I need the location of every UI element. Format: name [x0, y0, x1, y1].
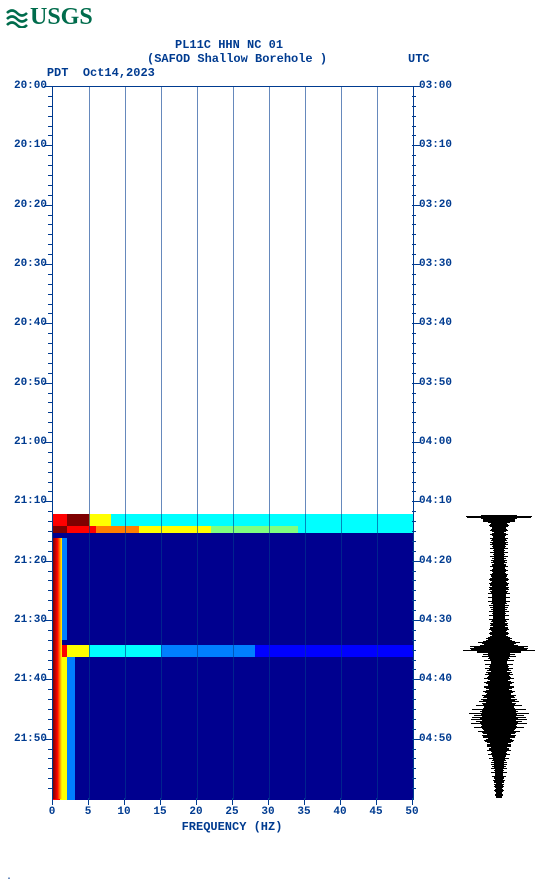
usgs-wave-icon — [6, 6, 28, 28]
y-left-tick-label: 20:50 — [3, 377, 47, 389]
x-axis-title: FREQUENCY (HZ) — [182, 820, 283, 834]
x-tick-label: 35 — [297, 806, 310, 818]
x-tick-label: 25 — [225, 806, 238, 818]
page: { "logo": { "text": "USGS", "color": "#0… — [0, 0, 552, 893]
y-right-tick-label: 04:00 — [419, 436, 452, 448]
x-tick-label: 0 — [49, 806, 56, 818]
tz-right-label: UTC — [408, 52, 430, 66]
x-tick-label: 45 — [369, 806, 382, 818]
x-tick-label: 5 — [85, 806, 92, 818]
y-left-tick-label: 21:30 — [3, 614, 47, 626]
x-tick-label: 20 — [189, 806, 202, 818]
spectrogram-plot — [52, 86, 414, 800]
y-left-tick-label: 21:00 — [3, 436, 47, 448]
footer-mark: . — [6, 872, 12, 883]
tz-left-label: PDT — [47, 66, 69, 80]
y-right-tick-label: 04:40 — [419, 673, 452, 685]
usgs-logo: USGS — [6, 4, 93, 31]
y-right-tick-label: 04:50 — [419, 733, 452, 745]
x-tick-label: 50 — [405, 806, 418, 818]
usgs-logo-text: USGS — [30, 4, 93, 30]
x-tick-label: 30 — [261, 806, 274, 818]
y-right-tick-label: 03:50 — [419, 377, 452, 389]
y-right-tick-label: 03:20 — [419, 199, 452, 211]
x-tick-label: 10 — [117, 806, 130, 818]
y-left-tick-label: 21:10 — [3, 495, 47, 507]
y-left-tick-label: 20:40 — [3, 317, 47, 329]
header-date: Oct14,2023 — [83, 66, 155, 80]
y-left-tick-label: 20:20 — [3, 199, 47, 211]
y-right-tick-label: 04:10 — [419, 495, 452, 507]
x-tick-label: 40 — [333, 806, 346, 818]
x-tick-label: 15 — [153, 806, 166, 818]
y-right-tick-label: 03:00 — [419, 80, 452, 92]
y-right-tick-label: 04:30 — [419, 614, 452, 626]
seismogram-trace — [450, 86, 548, 798]
y-right-tick-label: 03:10 — [419, 139, 452, 151]
station-title-line2: (SAFOD Shallow Borehole ) — [147, 52, 327, 66]
y-left-tick-label: 21:40 — [3, 673, 47, 685]
station-title-line1: PL11C HHN NC 01 — [175, 38, 283, 52]
y-left-tick-label: 20:00 — [3, 80, 47, 92]
y-right-tick-label: 03:40 — [419, 317, 452, 329]
y-left-tick-label: 20:10 — [3, 139, 47, 151]
y-right-tick-label: 04:20 — [419, 555, 452, 567]
y-left-tick-label: 21:20 — [3, 555, 47, 567]
y-left-tick-label: 20:30 — [3, 258, 47, 270]
y-left-tick-label: 21:50 — [3, 733, 47, 745]
y-right-tick-label: 03:30 — [419, 258, 452, 270]
